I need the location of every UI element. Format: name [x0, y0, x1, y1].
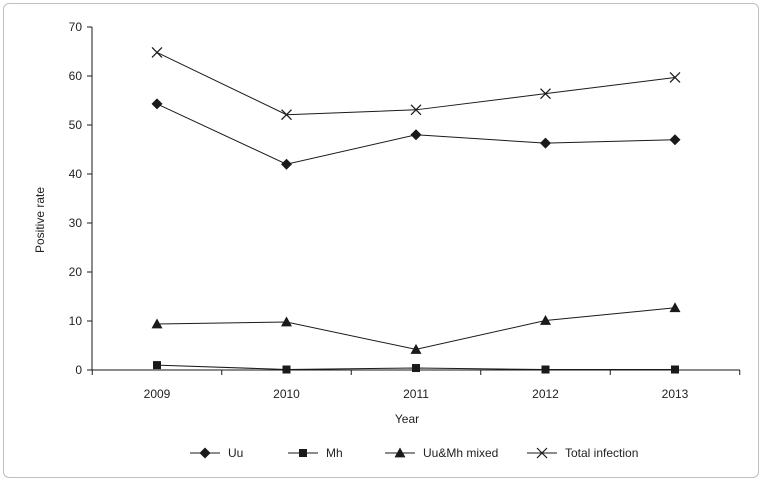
legend-item-total-infection: Total infection [527, 446, 638, 460]
x-axis-title: Year [395, 412, 419, 426]
y-axis-title: Positive rate [33, 187, 47, 253]
x-tick-label: 2009 [144, 387, 171, 401]
data-point-uu [669, 134, 681, 146]
x-tick-label: 2012 [532, 387, 559, 401]
data-point-total-infection [281, 109, 292, 121]
data-point-uu-mh-mixed [669, 302, 681, 313]
y-tick-label: 20 [69, 265, 83, 279]
legend-label: Uu&Mh mixed [423, 446, 498, 460]
y-tick-label: 40 [69, 167, 83, 181]
data-point-uu [281, 158, 292, 170]
data-point-uu-mh-mixed [410, 343, 422, 354]
legend: Uu Mh Uu&Mh mixed Total infection [190, 446, 638, 460]
data-point-mh [671, 365, 679, 374]
chart-frame [3, 3, 759, 478]
data-point-mh [541, 365, 550, 374]
legend-item-uu-mh-mixed: Uu&Mh mixed [385, 446, 498, 460]
data-point-mh [412, 364, 420, 373]
y-tick-label: 70 [69, 20, 83, 34]
series-line-total-infection [156, 52, 676, 116]
x-tick-label: 2013 [662, 387, 689, 401]
data-point-total-infection [410, 104, 422, 116]
data-point-uu [410, 129, 422, 141]
y-tick-label: 10 [69, 314, 83, 328]
data-point-uu [151, 98, 163, 110]
x-tick-label: 2011 [403, 387, 429, 401]
series-markers [151, 47, 681, 374]
y-tick-label: 30 [69, 216, 83, 230]
axes: 0 10 20 30 40 50 60 70 2009 2010 2011 2012 2013 [69, 20, 741, 401]
data-point-uu-mh-mixed [540, 315, 551, 325]
data-point-total-infection [151, 47, 163, 58]
legend-label: Uu [228, 446, 243, 460]
y-tick-label: 50 [69, 118, 83, 132]
legend-item-uu: Uu [190, 446, 243, 460]
legend-label: Total infection [565, 446, 638, 460]
data-point-uu-mh-mixed [281, 316, 292, 327]
legend-item-mh: Mh [288, 446, 343, 460]
series-lines [156, 52, 676, 371]
legend-marker-diamond-icon [199, 447, 211, 459]
legend-marker-x-icon [536, 447, 548, 459]
legend-marker-square-icon [299, 449, 307, 457]
legend-marker-triangle-icon [394, 447, 406, 458]
x-tick-label: 2010 [273, 387, 300, 401]
y-tick-label: 0 [75, 363, 82, 377]
data-point-mh [153, 361, 161, 370]
series-line-uu-mh-mixed [156, 307, 676, 350]
data-point-uu [540, 137, 551, 149]
data-point-total-infection [540, 88, 551, 100]
data-point-uu-mh-mixed [151, 318, 163, 329]
data-point-total-infection [669, 72, 681, 83]
legend-label: Mh [326, 446, 343, 460]
y-tick-label: 60 [69, 69, 83, 83]
data-point-mh [282, 365, 291, 374]
